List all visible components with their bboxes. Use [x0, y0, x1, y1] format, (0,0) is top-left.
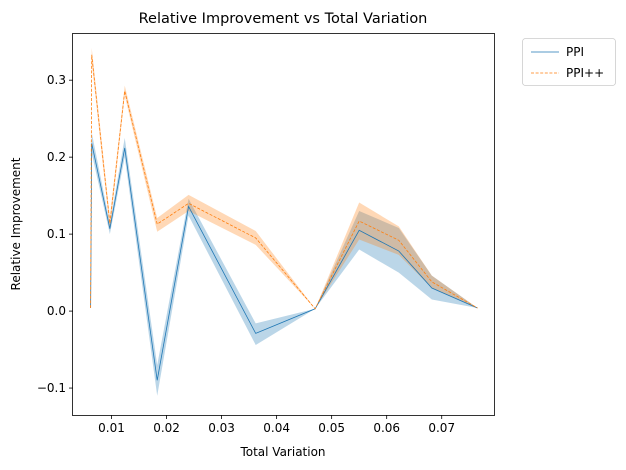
legend-label-ppi: PPI — [566, 45, 584, 59]
x-tick-label: 0.03 — [208, 421, 235, 435]
y-tick-label: 0.0 — [47, 304, 66, 318]
x-axis: 0.01 0.02 0.03 0.04 0.05 0.06 0.07 — [98, 415, 455, 435]
x-tick-label: 0.01 — [98, 421, 125, 435]
y-axis: −0.1 0.0 0.1 0.2 0.3 — [37, 73, 73, 395]
y-tick-label: −0.1 — [37, 381, 66, 395]
legend-frame — [522, 38, 616, 86]
series-line-ppi-plus-plus — [90, 54, 478, 310]
y-axis-label: Relative Improvement — [9, 157, 23, 290]
confidence-bands — [90, 47, 478, 396]
y-tick-label: 0.3 — [47, 73, 66, 87]
confidence-band-ppi-plus-plus — [90, 47, 478, 309]
series-lines — [90, 54, 478, 381]
x-tick-label: 0.04 — [263, 421, 290, 435]
legend-label-ppi-plus-plus: PPI++ — [566, 66, 604, 80]
plot-frame — [72, 33, 495, 416]
x-tick-label: 0.06 — [373, 421, 400, 435]
x-axis-label: Total Variation — [239, 445, 325, 459]
x-tick-label: 0.02 — [153, 421, 180, 435]
x-tick-label: 0.05 — [318, 421, 345, 435]
y-tick-label: 0.2 — [47, 150, 66, 164]
series-line-ppi — [90, 143, 478, 381]
y-tick-label: 0.1 — [47, 227, 66, 241]
chart-title: Relative Improvement vs Total Variation — [139, 11, 428, 27]
x-tick-label: 0.07 — [428, 421, 455, 435]
confidence-band-ppi — [90, 132, 478, 396]
legend: PPI PPI++ — [522, 38, 616, 86]
